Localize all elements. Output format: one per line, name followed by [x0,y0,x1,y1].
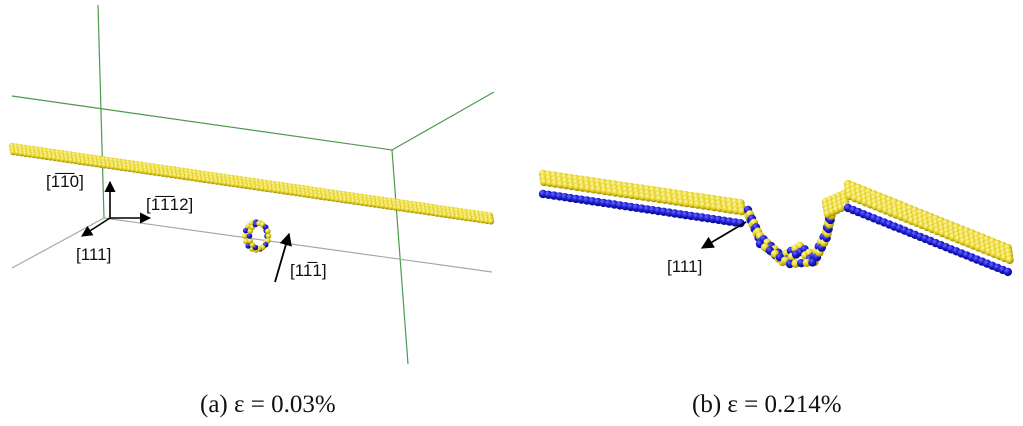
yellow-atom [247,238,253,244]
yellow-atom [737,207,746,216]
box-edge [97,4,105,219]
blue-atom [243,227,249,234]
direction-label: [111] [667,257,702,276]
panel-caption: (a) ε = 0.03% [200,391,336,418]
yellow-atom [243,238,249,245]
burgers-arrow [700,221,747,249]
panel-caption: (b) ε = 0.214% [692,391,842,418]
blue-atom [1003,267,1012,277]
yellow-atom [265,228,271,234]
direction-label: [11̅1] [290,261,327,280]
loop-normal-arrow [274,232,292,283]
dislocation-line-icon [538,169,1014,277]
blue-atom [736,219,745,228]
direction-label: [111] [76,245,111,264]
simulation-box [11,4,495,365]
axis-arrow-down-left [81,217,111,237]
yellow-atom [1005,255,1014,265]
yellow-atom [487,218,495,225]
box-edge [391,149,409,365]
yellow-atom [265,233,272,239]
axis-triad [81,180,152,237]
box-edge [391,91,495,151]
direction-label: [1̅1̅12] [146,195,193,214]
yellow-atom [242,233,248,239]
panel-a: [1̅1̅0] [1̅1̅12] [111] [11̅1] (a) ε = 0.… [8,4,495,418]
dislocation-loop-icon [242,219,272,253]
blue-atom [246,233,253,239]
box-edge [103,217,493,273]
dislocation-line-icon [8,142,495,225]
direction-label: [1̅1̅0] [46,172,84,191]
blue-atom [808,258,817,267]
panel-b: [111] (b) ε = 0.214% [538,169,1014,418]
box-edge [11,95,393,151]
